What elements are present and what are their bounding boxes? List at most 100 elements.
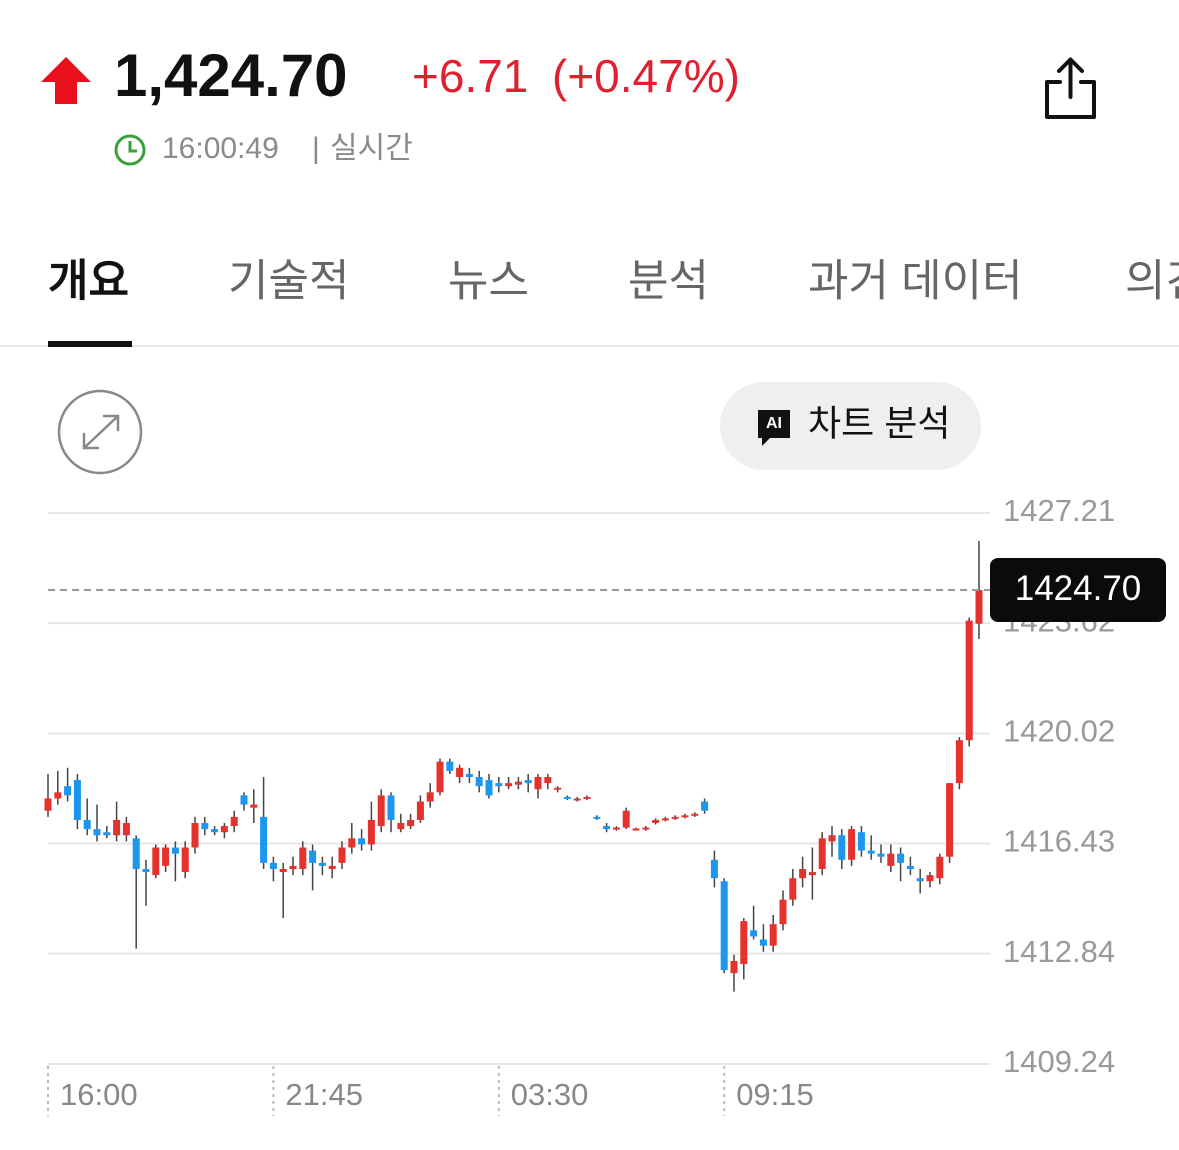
ai-button[interactable]: AI 차트 분석 [720, 382, 981, 470]
candle-body [897, 853, 905, 863]
tab[interactable]: 분석 [628, 257, 709, 306]
candle-body [465, 773, 473, 778]
candle-body [122, 822, 130, 836]
candle-body [318, 862, 326, 866]
y-tick-label: 1420.02 [1003, 714, 1115, 749]
candle-body [573, 798, 581, 801]
candle-body [955, 740, 963, 784]
candle-body [906, 865, 914, 869]
candle-body [289, 865, 297, 869]
candle-body [309, 850, 317, 863]
candle-body [887, 853, 895, 866]
candle-body [505, 783, 513, 787]
candle-body [661, 818, 669, 821]
candle-body [789, 878, 797, 900]
candle-body [926, 875, 934, 882]
candle-body [534, 777, 542, 790]
candle-body [759, 939, 767, 946]
candle-body [456, 767, 464, 778]
separator: | [312, 132, 320, 165]
candle-body [299, 847, 307, 869]
tab[interactable]: 개요 [48, 257, 129, 306]
candle-body [818, 838, 826, 869]
candle-body [936, 856, 944, 879]
candle-body [612, 827, 620, 830]
candle-body [397, 822, 405, 830]
candle-body [191, 822, 199, 848]
candle-body [848, 829, 856, 860]
x-tick-label: 03:30 [511, 1077, 589, 1112]
candle-body [220, 826, 228, 833]
candle-body [171, 847, 179, 854]
tab[interactable]: 기술적 [228, 257, 349, 306]
candle-body [93, 829, 101, 836]
candle-body [779, 899, 787, 925]
candle-body [113, 819, 121, 836]
candle-body [142, 868, 150, 873]
candle-body [132, 838, 140, 869]
candle-body [681, 815, 689, 818]
candle-body [671, 816, 679, 819]
candle-body [485, 780, 493, 796]
x-tick-label: 16:00 [60, 1077, 138, 1112]
candle-body [710, 859, 718, 879]
candle-body [83, 819, 91, 830]
ai-button-label: 차트 분석 [808, 403, 950, 444]
candle-body [720, 881, 728, 971]
y-tick-label: 1416.43 [1003, 824, 1115, 859]
candle-body [652, 819, 660, 823]
candle-body [544, 777, 552, 784]
candle-body [348, 838, 356, 848]
change-pct: (+0.47%) [552, 50, 740, 102]
tab[interactable]: 과거 데이터 [808, 257, 1023, 306]
last-price-box [990, 557, 1166, 622]
mode: 실시간 [330, 132, 413, 165]
candle-body [563, 796, 571, 799]
candle-body [603, 826, 611, 830]
x-tick-label: 09:15 [736, 1077, 814, 1112]
candle-body [769, 924, 777, 946]
candle-body [240, 795, 248, 805]
candle-body [593, 816, 601, 819]
candle-body [338, 847, 346, 863]
candle-body [916, 878, 924, 882]
candle-body [230, 816, 238, 827]
candle-body [857, 832, 865, 851]
last-price-label: 1424.70 [1015, 569, 1142, 608]
change: +6.71 [412, 50, 528, 102]
candlestick-chart: 1409.241412.841416.431420.021423.621427.… [44, 493, 1166, 1116]
y-tick-label: 1427.21 [1003, 493, 1115, 528]
candle-body [946, 783, 954, 857]
candle-body [201, 822, 209, 830]
candle-body [877, 853, 885, 857]
candle-body [260, 816, 268, 863]
candle-body [642, 827, 650, 830]
price: 1,424.70 [114, 42, 348, 109]
candle-body [328, 865, 336, 869]
candle-body [475, 777, 483, 787]
candle-body [965, 620, 973, 741]
tab[interactable]: 의견 [1125, 257, 1179, 306]
share-button[interactable] [1045, 57, 1096, 119]
candle-body [416, 801, 424, 820]
candle-body [838, 835, 846, 860]
ai-icon-text: AI [766, 415, 782, 432]
up-arrow [41, 57, 91, 104]
tab-divider [0, 345, 1179, 347]
candle-body [446, 761, 454, 771]
tab[interactable]: 뉴스 [448, 257, 529, 306]
candle-body [250, 804, 258, 808]
candle-body [701, 801, 709, 811]
candle-body [730, 960, 738, 974]
candle-body [152, 847, 160, 876]
candle-body [64, 786, 72, 796]
candle-body [358, 838, 366, 845]
candle-body [828, 835, 836, 842]
candle-body [279, 868, 287, 873]
y-tick-label: 1412.84 [1003, 934, 1115, 969]
candle-body [436, 761, 444, 793]
candle-body [377, 795, 385, 827]
candle-body [524, 780, 532, 784]
expand-button[interactable] [57, 389, 143, 475]
